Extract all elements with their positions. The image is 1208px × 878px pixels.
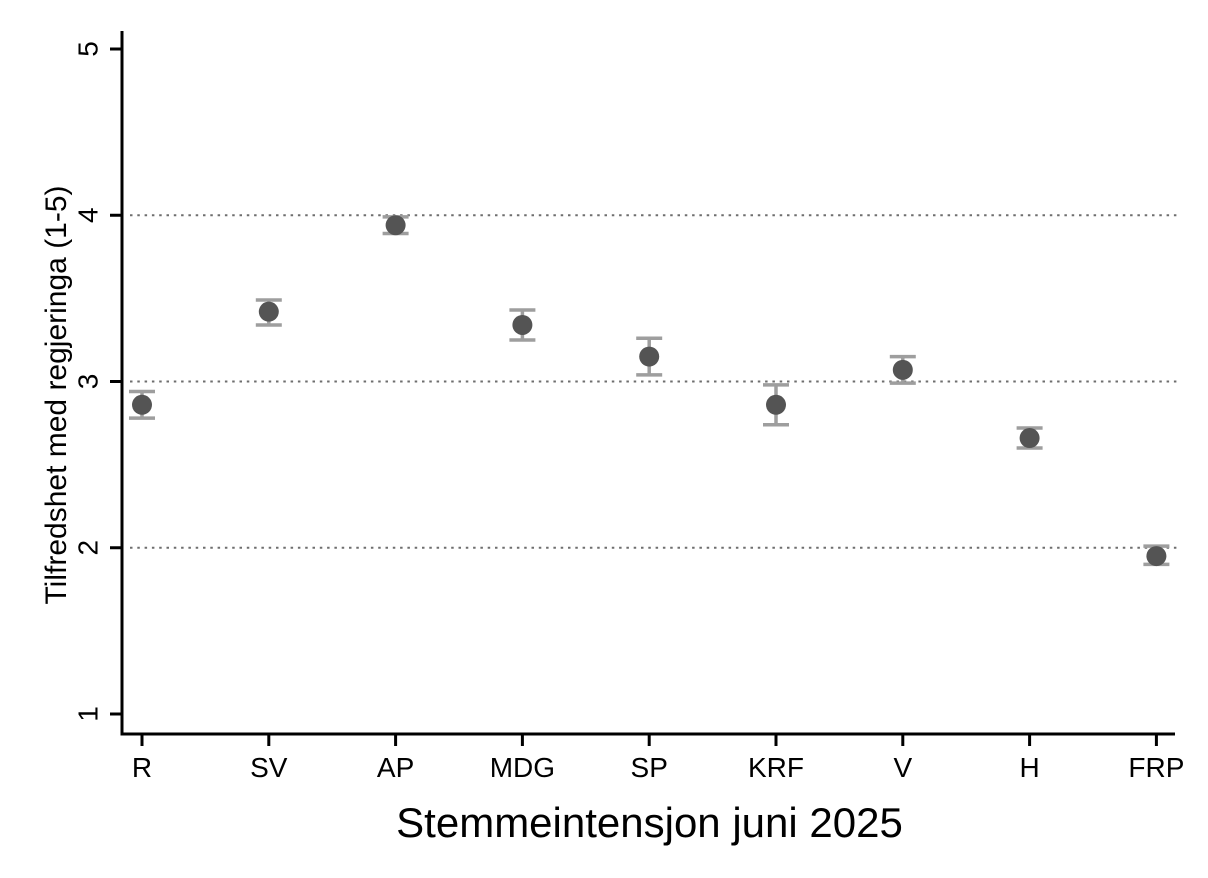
y-tick-label-3: 3 xyxy=(73,374,104,390)
data-point-marker-KRF xyxy=(766,394,786,415)
x-tick-label-FRP: FRP xyxy=(1128,752,1184,783)
y-axis-title: Tilfredshet med regjeringa (1-5) xyxy=(40,185,73,605)
data-point-marker-SP xyxy=(639,346,660,367)
x-tick-label-KRF: KRF xyxy=(748,752,804,783)
data-point-marker-H xyxy=(1019,428,1040,449)
y-tick-label-5: 5 xyxy=(73,41,104,57)
y-tick-label-2: 2 xyxy=(73,540,104,556)
x-tick-label-MDG: MDG xyxy=(490,752,555,783)
data-point-marker-V xyxy=(892,359,913,380)
x-tick-label-SP: SP xyxy=(631,752,668,783)
data-point-marker-MDG xyxy=(512,314,533,335)
y-tick-label-1: 1 xyxy=(73,706,104,722)
data-point-marker-AP xyxy=(385,215,406,236)
data-point-marker-SV xyxy=(258,301,279,322)
data-point-marker-FRP xyxy=(1146,546,1167,567)
x-tick-label-SV: SV xyxy=(250,752,288,783)
x-tick-label-H: H xyxy=(1019,752,1039,783)
y-tick-label-4: 4 xyxy=(73,207,104,223)
x-tick-label-R: R xyxy=(132,752,152,783)
x-axis-title: Stemmeintensjon juni 2025 xyxy=(396,799,903,846)
x-tick-label-AP: AP xyxy=(377,752,414,783)
x-tick-label-V: V xyxy=(893,752,912,783)
data-point-marker-R xyxy=(132,394,152,415)
